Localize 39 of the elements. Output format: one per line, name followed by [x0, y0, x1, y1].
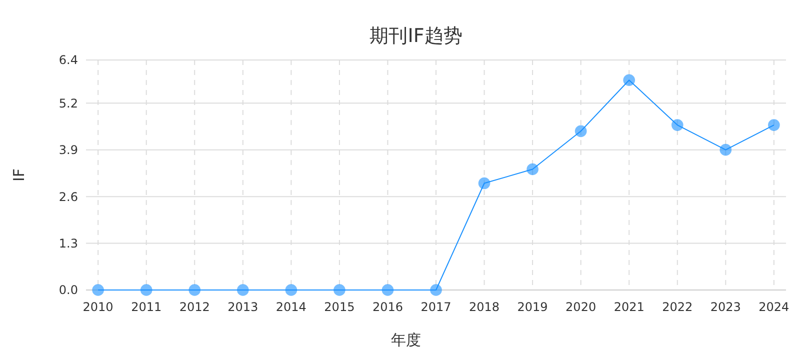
x-tick-label: 2021 — [614, 300, 644, 314]
x-tick-label: 2022 — [662, 300, 693, 314]
point — [671, 119, 684, 131]
y-tick-label: 0.0 — [58, 283, 78, 298]
x-tick-label: 2018 — [469, 300, 500, 314]
point — [334, 284, 346, 296]
x-axis-title: 年度 — [391, 331, 421, 349]
chart-title: 期刊IF趋势 — [370, 25, 462, 47]
x-tick-label: 2016 — [372, 300, 403, 314]
x-tick-label: 2023 — [710, 300, 741, 314]
point — [140, 284, 152, 296]
x-tick-label: 2011 — [131, 300, 162, 314]
y-tick-label: 6.4 — [58, 53, 78, 68]
y-tick-label: 2.6 — [58, 190, 78, 204]
x-tick-label: 2014 — [276, 300, 306, 314]
x-tick-label: 2013 — [228, 300, 258, 314]
point — [382, 284, 394, 296]
y-axis-title: IF — [10, 168, 28, 182]
point — [768, 119, 780, 131]
x-tick-label: 2015 — [324, 300, 355, 314]
x-tick-label: 2017 — [420, 300, 452, 314]
x-tick-label: 2012 — [179, 300, 210, 314]
y-tick-label: 1.3 — [58, 236, 78, 250]
point — [526, 163, 538, 176]
x-tick-label: 2024 — [758, 300, 790, 314]
point — [478, 177, 490, 190]
point — [720, 144, 732, 156]
point — [285, 284, 298, 296]
point — [92, 284, 104, 296]
x-tick-label: 2019 — [517, 300, 548, 314]
x-tick-label: 2010 — [82, 300, 114, 314]
x-tick-label: 2020 — [566, 300, 596, 314]
point — [574, 125, 587, 138]
point — [623, 74, 636, 86]
point — [188, 284, 201, 296]
y-tick-label: 5.2 — [58, 96, 78, 110]
y-tick-label: 3.9 — [58, 143, 78, 158]
point — [430, 284, 442, 296]
point — [236, 284, 249, 296]
